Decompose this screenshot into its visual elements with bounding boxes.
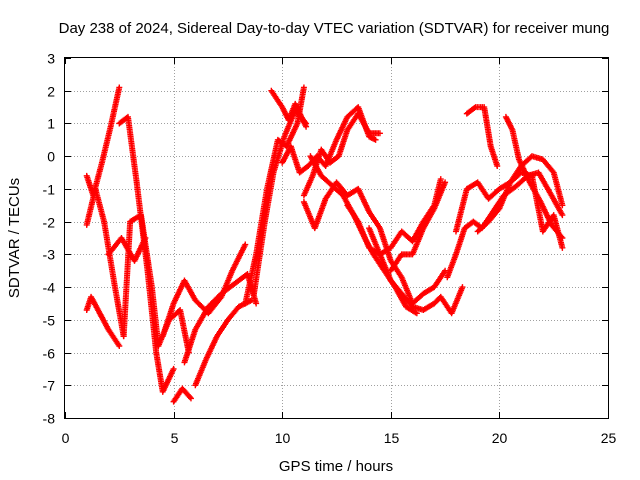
data-point <box>559 244 566 251</box>
y-tick-label: -6 <box>43 346 56 362</box>
x-tick-label: 0 <box>62 430 70 446</box>
series-track-10 <box>192 297 255 389</box>
series-track-9 <box>181 271 260 366</box>
y-tick-label: -5 <box>43 313 56 329</box>
x-tick-label: 5 <box>171 430 179 446</box>
data-point <box>559 202 566 209</box>
x-tick-label: 20 <box>492 430 508 446</box>
series-track-5 <box>116 113 177 395</box>
data-point <box>186 394 193 401</box>
x-tick-label: 15 <box>384 430 400 446</box>
series-track-25 <box>502 113 566 241</box>
series-track-1 <box>83 84 123 199</box>
data-point <box>248 297 255 304</box>
y-tick-label: -1 <box>43 182 56 198</box>
series-track-24 <box>463 104 501 169</box>
series-track-12 <box>250 107 310 297</box>
data-point <box>559 212 566 219</box>
data-point <box>494 163 501 169</box>
data-point <box>116 84 123 91</box>
data-point <box>253 300 260 307</box>
series-track-18 <box>344 202 466 317</box>
x-tick-label: 25 <box>601 430 617 446</box>
y-tick-label: 2 <box>47 84 55 100</box>
data-point <box>437 176 444 183</box>
data-point <box>372 136 379 143</box>
data-points-layer <box>83 84 566 405</box>
plot-frame <box>64 57 609 419</box>
y-tick-label: -4 <box>43 280 56 296</box>
data-point <box>170 365 177 372</box>
y-tick-label: -2 <box>43 215 56 231</box>
data-point <box>303 123 310 130</box>
series-track-11 <box>242 84 307 307</box>
data-point <box>300 84 307 91</box>
data-point <box>471 105 478 112</box>
series-track-8 <box>159 241 249 340</box>
data-point <box>442 179 449 186</box>
series-track-7 <box>105 235 149 264</box>
series-track-23 <box>474 169 566 251</box>
series-track-20 <box>387 179 449 274</box>
series-track-6 <box>170 385 194 405</box>
y-tick-label: 1 <box>47 116 55 132</box>
x-axis-label: GPS time / hours <box>279 458 393 475</box>
chart-title: Day 238 of 2024, Sidereal Day-to-day VTE… <box>59 20 610 37</box>
data-point <box>413 310 420 317</box>
data-point <box>187 395 194 402</box>
y-tick-label: -8 <box>43 411 56 427</box>
data-point <box>116 343 123 349</box>
y-axis-label: SDTVAR / TECUs <box>6 178 23 298</box>
y-tick-label: -3 <box>43 247 56 263</box>
x-tick-label: 10 <box>275 430 291 446</box>
data-point <box>459 284 466 291</box>
series-track-3 <box>83 293 123 349</box>
data-point <box>376 130 383 137</box>
series-track-2 <box>83 185 127 340</box>
data-point <box>142 235 149 241</box>
data-point <box>559 235 566 241</box>
y-tick-label: -7 <box>43 378 56 394</box>
series-track-13 <box>268 87 310 130</box>
y-tick-label: 3 <box>47 51 55 67</box>
data-point <box>242 241 249 248</box>
y-tick-label: 0 <box>47 149 55 165</box>
series-track-15 <box>300 110 383 199</box>
